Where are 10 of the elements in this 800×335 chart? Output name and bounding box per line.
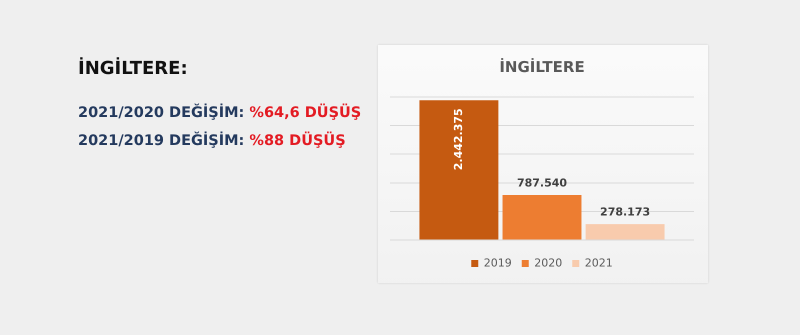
chart-title: İNGİLTERE xyxy=(499,58,585,76)
legend-label: 2021 xyxy=(584,256,613,270)
text: İNGİLTERE: xyxy=(78,58,189,79)
text: 2021/2019 DEĞİŞİM: %88 DÜŞÜŞ xyxy=(78,133,346,149)
data-label: 787.540 xyxy=(516,176,568,190)
text: 2021/2020 DEĞİŞİM: %64,6 DÜŞÜŞ xyxy=(78,105,362,121)
legend-label: 2020 xyxy=(534,256,562,270)
data-label: 2.442.375 xyxy=(452,108,465,170)
data-label: 278.173 xyxy=(600,205,650,218)
legend-label: 2019 xyxy=(484,256,512,270)
